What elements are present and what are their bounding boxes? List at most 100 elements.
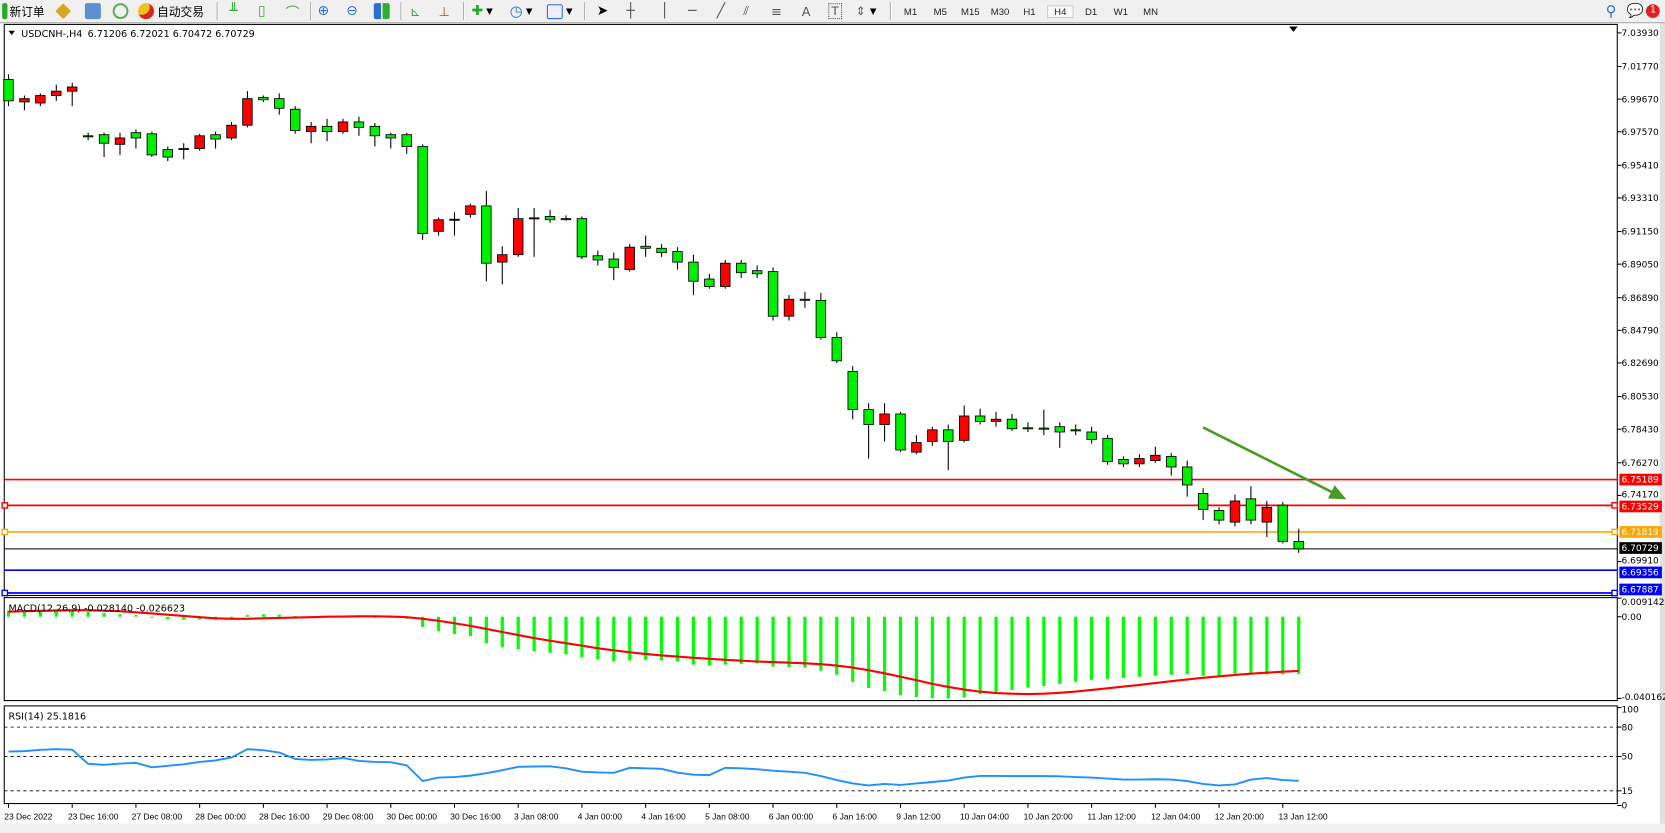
macd-histogram-bar <box>819 616 823 671</box>
bearish-candle <box>608 258 619 268</box>
price-tick-label: 6.95410 <box>1622 161 1660 171</box>
timeframe-w1-button[interactable]: W1 <box>1113 5 1129 17</box>
macd-histogram-bar <box>6 610 11 617</box>
macd-histogram-bar <box>1201 616 1205 676</box>
new-order-icon <box>2 3 8 20</box>
equidistant-channel-button[interactable]: ⫽ <box>743 2 749 20</box>
time-tick-label: 10 Jan 20:00 <box>1024 811 1073 821</box>
signals-button[interactable] <box>112 2 129 20</box>
indicators-button[interactable]: ✚ ▼ <box>471 2 492 20</box>
macd-histogram-bar <box>1026 616 1030 688</box>
timeframe-d1-button[interactable]: D1 <box>1084 5 1098 17</box>
macd-histogram-bar <box>898 616 903 696</box>
market-watch-button[interactable] <box>55 2 72 20</box>
bullish-candle <box>1150 454 1161 462</box>
macd-histogram-bar <box>1010 616 1014 690</box>
crosshair-icon: ┼ <box>626 3 635 20</box>
dropdown-arrow-icon[interactable]: ▼ <box>565 6 573 16</box>
price-label-bg <box>1619 566 1662 579</box>
zoom-out-button[interactable]: ⊖ <box>346 2 358 20</box>
macd-histogram-bar <box>532 616 536 652</box>
rsi-tick-label: 15 <box>1622 787 1633 797</box>
macd-histogram-bar <box>1217 616 1221 676</box>
text-label-icon: T <box>828 3 842 20</box>
templates-button[interactable]: ▼ <box>546 2 573 20</box>
timeframe-m5-button[interactable]: M5 <box>933 5 947 17</box>
fibonacci-button[interactable]: ≡ <box>771 2 782 20</box>
arrows-button[interactable]: ⇕ ▼ <box>856 2 877 20</box>
indicators-icon: ✚ <box>471 3 484 20</box>
periods-button[interactable]: ◷ ▼ <box>510 2 533 20</box>
macd-histogram-bar <box>86 611 90 617</box>
bearish-candle <box>481 205 492 264</box>
dropdown-arrow-icon[interactable]: ▼ <box>525 6 533 16</box>
cursor-button[interactable]: ➤ <box>597 2 609 20</box>
timeframe-h1-button[interactable]: H1 <box>1023 5 1036 17</box>
line-chart-button[interactable]: ⌒ <box>286 2 300 21</box>
terminal-button[interactable] <box>84 2 101 20</box>
macd-histogram-bar <box>659 616 664 661</box>
bearish-candle <box>274 98 285 109</box>
search-button[interactable]: ⚲ <box>1606 2 1617 20</box>
zoom-in-button[interactable]: ⊕ <box>318 2 330 20</box>
time-tick-label: 13 Jan 12:00 <box>1279 811 1328 821</box>
text-icon: A <box>801 3 811 19</box>
bearish-candle <box>3 79 14 102</box>
macd-panel <box>3 597 1618 702</box>
auto-scroll-button[interactable]: ⊥ <box>439 2 450 20</box>
price-label-bg <box>1619 473 1662 486</box>
dropdown-arrow-icon[interactable]: ▼ <box>486 6 493 16</box>
macd-histogram-bar <box>1074 616 1078 682</box>
timeframe-h4-button[interactable]: H4 <box>1047 4 1074 18</box>
time-tick-label: 12 Jan 20:00 <box>1215 811 1264 821</box>
bullish-candle <box>513 218 524 256</box>
timeframe-m15-button[interactable]: M15 <box>961 5 980 17</box>
chart-canvas[interactable]: 7.03930 7.01770 6.99670 6.97570 6.95410 6.933… <box>0 23 1665 830</box>
timeframe-mn-button[interactable]: MN <box>1143 5 1159 17</box>
time-tick-label: 6 Jan 16:00 <box>833 811 878 821</box>
macd-label: MACD(12,26,9) -0.028140 -0.026623 <box>8 603 185 614</box>
bar-chart-button[interactable]: ╨ <box>229 2 237 20</box>
bullish-candle <box>959 415 970 441</box>
bullish-candle <box>720 262 731 287</box>
cursor-icon: ➤ <box>596 3 609 20</box>
macd-histogram-bar <box>118 614 122 617</box>
macd-histogram-bar <box>134 615 138 617</box>
right-edge <box>1659 23 1665 830</box>
auto-trading-button[interactable]: 自动交易 <box>138 2 204 20</box>
bullish-candle <box>337 121 349 133</box>
bearish-candle <box>1118 459 1129 465</box>
time-tick-label: 10 Jan 04:00 <box>960 811 1009 821</box>
candlestick-button[interactable]: ▯ <box>258 2 266 20</box>
timeframe-m1-button[interactable]: M1 <box>903 5 918 17</box>
price-tick-label: 6.89050 <box>1622 260 1660 270</box>
time-tick-label: 29 Dec 08:00 <box>323 811 374 821</box>
price-tick-label: 6.97570 <box>1622 128 1660 138</box>
vertical-line-button[interactable]: │ <box>661 2 669 20</box>
macd-histogram-bar <box>723 616 727 665</box>
crosshair-button[interactable]: ┼ <box>627 2 635 20</box>
macd-tick-label: 0.009142 <box>1622 598 1665 608</box>
macd-histogram-bar <box>755 616 759 664</box>
bullish-candle <box>1229 500 1241 523</box>
text-label-button[interactable]: T <box>828 2 842 20</box>
bullish-candle <box>879 413 890 425</box>
tile-windows-button[interactable] <box>373 2 390 20</box>
bearish-candle <box>1277 504 1288 542</box>
bearish-candle <box>1070 429 1081 432</box>
notification-button[interactable]: 💬 1 <box>1627 2 1660 20</box>
dropdown-arrow-icon[interactable]: ▼ <box>869 6 877 16</box>
bullish-candle <box>624 246 635 271</box>
bullish-candle <box>927 429 938 442</box>
chart-menu-triangle-icon[interactable] <box>8 30 15 36</box>
text-button[interactable]: A <box>802 2 811 20</box>
chart-window[interactable]: 7.03930 7.01770 6.99670 6.97570 6.95410 6.933… <box>0 23 1665 830</box>
new-order-button[interactable]: 新订单 <box>2 2 45 20</box>
trendline-button[interactable]: ╱ <box>717 2 725 20</box>
chart-shift-button[interactable]: ⊾ <box>410 2 421 20</box>
timeframe-m30-button[interactable]: M30 <box>990 5 1010 17</box>
bullish-candle <box>305 125 317 133</box>
horizontal-line-button[interactable]: ─ <box>688 2 696 20</box>
price-tick-label: 6.91150 <box>1622 228 1660 238</box>
